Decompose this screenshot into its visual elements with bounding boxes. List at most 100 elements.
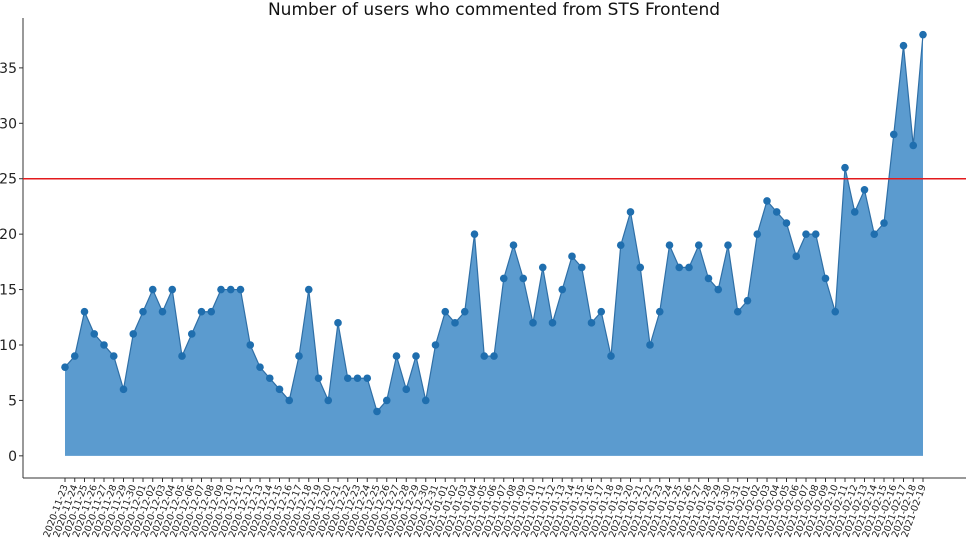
y-tick-label: 15 bbox=[0, 283, 17, 299]
data-point bbox=[265, 374, 274, 383]
data-point bbox=[665, 241, 674, 250]
data-point bbox=[577, 263, 586, 272]
data-point bbox=[753, 230, 762, 238]
data-point bbox=[236, 285, 245, 294]
data-point bbox=[899, 41, 908, 50]
y-axis: 0 5 10 15 20 25 30 35 bbox=[0, 61, 23, 465]
data-point bbox=[80, 307, 89, 316]
y-tick-label: 25 bbox=[0, 172, 17, 188]
data-point bbox=[421, 396, 430, 405]
y-tick-label: 35 bbox=[0, 61, 17, 77]
data-point bbox=[207, 307, 216, 316]
data-point bbox=[412, 352, 420, 360]
data-point bbox=[324, 396, 333, 405]
data-point bbox=[821, 274, 830, 283]
data-point bbox=[509, 241, 518, 250]
data-point bbox=[314, 374, 323, 383]
data-point bbox=[285, 396, 294, 405]
data-point bbox=[782, 219, 791, 227]
data-point bbox=[568, 252, 576, 261]
data-point bbox=[636, 263, 645, 272]
data-point bbox=[811, 230, 820, 238]
data-point bbox=[441, 307, 450, 316]
data-point bbox=[363, 374, 372, 383]
data-point bbox=[616, 241, 625, 250]
data-point bbox=[558, 285, 567, 294]
data-point bbox=[860, 186, 869, 194]
data-point bbox=[168, 285, 177, 294]
data-point bbox=[304, 285, 313, 294]
data-point bbox=[909, 141, 918, 150]
data-point bbox=[889, 130, 898, 139]
data-point bbox=[70, 352, 79, 360]
chart-title: Number of users who commented from STS F… bbox=[267, 0, 721, 20]
data-point bbox=[61, 363, 69, 371]
data-point bbox=[256, 363, 264, 371]
data-point bbox=[607, 352, 615, 360]
data-point bbox=[480, 352, 489, 360]
data-point bbox=[334, 319, 342, 327]
data-point bbox=[772, 208, 781, 216]
data-point bbox=[626, 208, 635, 216]
data-point bbox=[490, 352, 498, 360]
data-point bbox=[499, 274, 508, 283]
data-point bbox=[870, 230, 879, 238]
plot-area bbox=[22, 18, 966, 479]
y-tick-label: 20 bbox=[0, 227, 17, 243]
data-point bbox=[226, 285, 235, 294]
data-point bbox=[217, 285, 225, 294]
data-point bbox=[548, 319, 557, 327]
data-point bbox=[197, 307, 206, 316]
data-point bbox=[148, 285, 157, 294]
y-tick-label: 30 bbox=[0, 116, 17, 132]
data-point bbox=[733, 307, 742, 316]
data-point bbox=[763, 197, 771, 205]
data-point bbox=[431, 341, 440, 349]
y-tick-label: 10 bbox=[0, 338, 17, 354]
data-point bbox=[275, 385, 284, 394]
data-point bbox=[714, 285, 723, 294]
data-point bbox=[831, 307, 840, 316]
data-point bbox=[109, 352, 118, 360]
y-tick-label: 5 bbox=[8, 393, 17, 409]
data-point bbox=[295, 352, 303, 360]
data-point bbox=[538, 263, 547, 272]
area-fill bbox=[65, 34, 923, 456]
data-point bbox=[597, 307, 606, 316]
data-point bbox=[880, 219, 888, 227]
data-point bbox=[519, 274, 528, 283]
data-point bbox=[119, 385, 128, 394]
data-point bbox=[743, 296, 752, 305]
data-point bbox=[90, 330, 99, 338]
data-point bbox=[704, 274, 713, 283]
data-point bbox=[724, 241, 732, 250]
data-point bbox=[178, 352, 186, 360]
data-point bbox=[919, 30, 927, 39]
data-point bbox=[187, 330, 196, 338]
y-tick-label: 0 bbox=[8, 449, 17, 465]
data-point bbox=[139, 307, 147, 316]
data-point bbox=[382, 396, 391, 405]
data-point bbox=[792, 252, 801, 261]
data-point bbox=[685, 263, 693, 272]
data-point bbox=[850, 208, 859, 216]
data-point bbox=[129, 330, 138, 338]
data-point bbox=[402, 385, 411, 394]
data-point bbox=[451, 319, 459, 327]
data-point bbox=[655, 307, 664, 316]
data-point bbox=[802, 230, 810, 238]
data-point bbox=[158, 307, 167, 316]
data-point bbox=[460, 307, 469, 316]
data-point bbox=[343, 374, 352, 383]
x-axis: 2020-11-232020-11-242020-11-252020-11-26… bbox=[42, 478, 929, 539]
data-point bbox=[392, 352, 401, 360]
data-point bbox=[353, 374, 362, 383]
data-point bbox=[694, 241, 703, 250]
data-point bbox=[529, 319, 537, 327]
data-point bbox=[587, 319, 596, 327]
data-point bbox=[841, 163, 849, 172]
data-point bbox=[646, 341, 654, 349]
data-point bbox=[470, 230, 479, 238]
data-point bbox=[373, 407, 381, 416]
